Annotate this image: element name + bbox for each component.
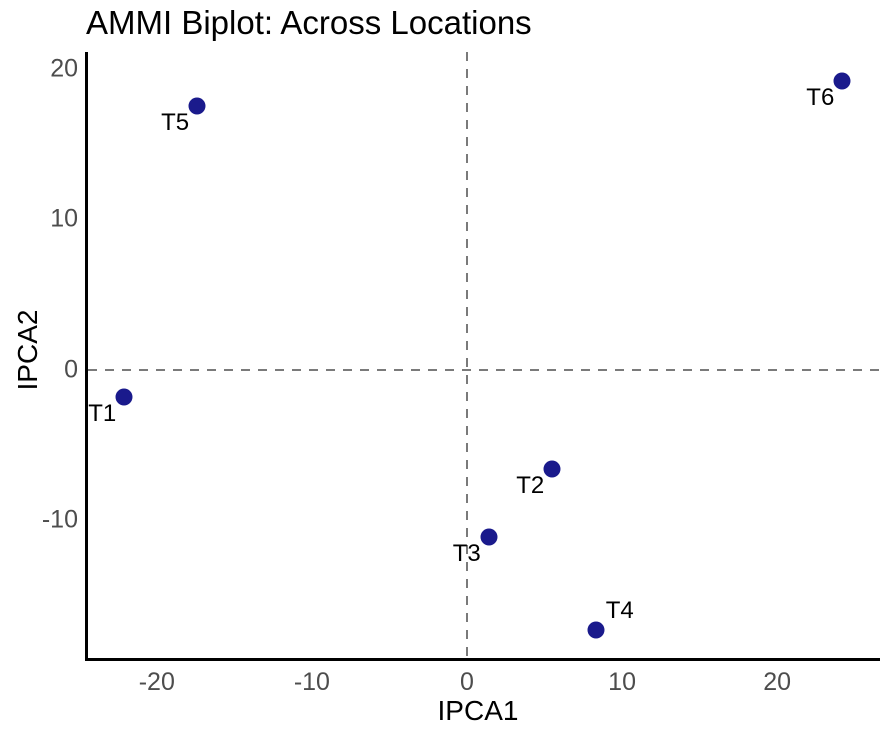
- data-point-T1: [115, 388, 133, 406]
- data-point-T5: [188, 97, 206, 115]
- point-label-T5: T5: [161, 109, 190, 137]
- y-axis-title: IPCA2: [12, 309, 43, 391]
- x-axis-title: IPCA1: [437, 695, 519, 726]
- data-point-T2: [543, 460, 561, 478]
- point-label-T1: T1: [88, 399, 117, 427]
- y-tick-label: 20: [50, 54, 78, 83]
- point-label-T3: T3: [452, 539, 481, 567]
- point-label-T6: T6: [806, 83, 835, 111]
- zero-y-reference-line: [88, 368, 879, 371]
- chart-title: AMMI Biplot: Across Locations: [86, 4, 532, 41]
- data-point-T6: [833, 72, 851, 90]
- x-tick-label: 20: [763, 668, 792, 696]
- x-axis-line: [85, 658, 880, 661]
- point-label-T4: T4: [605, 597, 634, 625]
- point-label-T2: T2: [516, 472, 545, 500]
- y-axis-line: [85, 52, 88, 661]
- x-tick-label: 0: [460, 668, 474, 696]
- data-point-T4: [587, 621, 605, 639]
- data-point-T3: [480, 528, 498, 546]
- y-tick-label: -10: [41, 505, 78, 534]
- y-tick-label: 10: [50, 204, 78, 233]
- y-tick-label: 0: [64, 355, 78, 384]
- x-tick-label: -10: [293, 668, 330, 696]
- x-tick-label: 10: [608, 668, 636, 696]
- zero-x-reference-line: [465, 52, 468, 659]
- x-tick-label: -20: [138, 668, 175, 696]
